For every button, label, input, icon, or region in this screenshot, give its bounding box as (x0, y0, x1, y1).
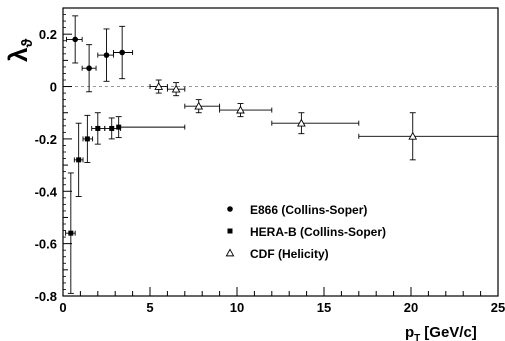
data-point (166, 82, 186, 97)
x-tick-label: 10 (230, 300, 244, 315)
x-axis-title-main: p (405, 324, 414, 341)
data-point (104, 117, 121, 140)
data-point (115, 116, 186, 139)
legend-item: E866 (Collins-Soper) (227, 203, 367, 217)
point-marker (68, 230, 74, 236)
point-marker (95, 125, 101, 131)
point-marker (236, 105, 245, 114)
data-point (66, 15, 83, 64)
legend-item: HERA-B (Collins-Soper) (227, 225, 386, 239)
x-axis-title-unit: [GeV/c] (424, 324, 477, 341)
x-tick-label: 5 (146, 300, 153, 315)
data-point (149, 79, 168, 94)
y-axis-title-main: λ (3, 47, 33, 62)
point-marker (297, 118, 306, 127)
legend-label: CDF (Helicity) (250, 247, 329, 261)
data-point (97, 28, 114, 82)
legend-label: E866 (Collins-Soper) (250, 203, 367, 217)
data-point (81, 44, 97, 93)
point-marker (76, 157, 82, 163)
x-tick-label: 0 (59, 300, 66, 315)
y-axis-title: λϑ (3, 39, 36, 62)
point-marker (109, 125, 115, 131)
series-hera-b-collins-soper (65, 112, 186, 294)
data-point (271, 112, 360, 135)
point-marker (72, 36, 78, 43)
data-point (73, 122, 84, 197)
point-marker (84, 136, 90, 142)
y-tick-label: -0.8 (35, 289, 57, 304)
point-marker (116, 124, 122, 130)
y-tick-label: -0.2 (35, 132, 57, 147)
y-tick-label: -0.6 (35, 237, 57, 252)
x-axis-title-sub: T (414, 333, 420, 341)
point-marker (86, 65, 92, 72)
x-tick-label: 20 (404, 300, 418, 315)
y-axis-title-sub: ϑ (19, 39, 36, 48)
x-axis-title: pT [GeV/c] (405, 324, 477, 341)
data-point (184, 99, 221, 114)
point-marker (154, 82, 164, 90)
point-marker (171, 84, 181, 93)
legend-marker (225, 248, 235, 257)
point-marker (408, 131, 418, 140)
legend-marker (227, 228, 233, 234)
legend-item: CDF (Helicity) (225, 247, 329, 261)
data-series (65, 15, 499, 294)
series-e866-collins-soper (66, 15, 134, 93)
data-point (358, 112, 499, 161)
y-tick-label: -0.4 (35, 184, 58, 199)
x-axis-ticks: 0 5 10 15 20 25 (59, 287, 505, 315)
y-tick-label: 0.2 (39, 27, 57, 42)
data-point (91, 112, 106, 145)
data-point (65, 172, 76, 294)
data-point (82, 114, 94, 163)
legend-marker (227, 206, 233, 212)
x-tick-label: 15 (317, 300, 331, 315)
point-marker (119, 49, 125, 56)
y-axis-ticks: -0.8 -0.6 -0.4 -0.2 0 0.2 (35, 7, 72, 304)
legend: E866 (Collins-Soper) HERA-B (Collins-Sope… (225, 203, 386, 261)
point-marker (194, 101, 204, 110)
y-tick-label: 0 (50, 80, 57, 95)
data-point (113, 25, 134, 80)
x-tick-label: 25 (491, 300, 505, 315)
point-marker (103, 52, 110, 58)
series-cdf-helicity (149, 79, 499, 161)
legend-label: HERA-B (Collins-Soper) (250, 225, 386, 239)
data-point (219, 103, 273, 118)
